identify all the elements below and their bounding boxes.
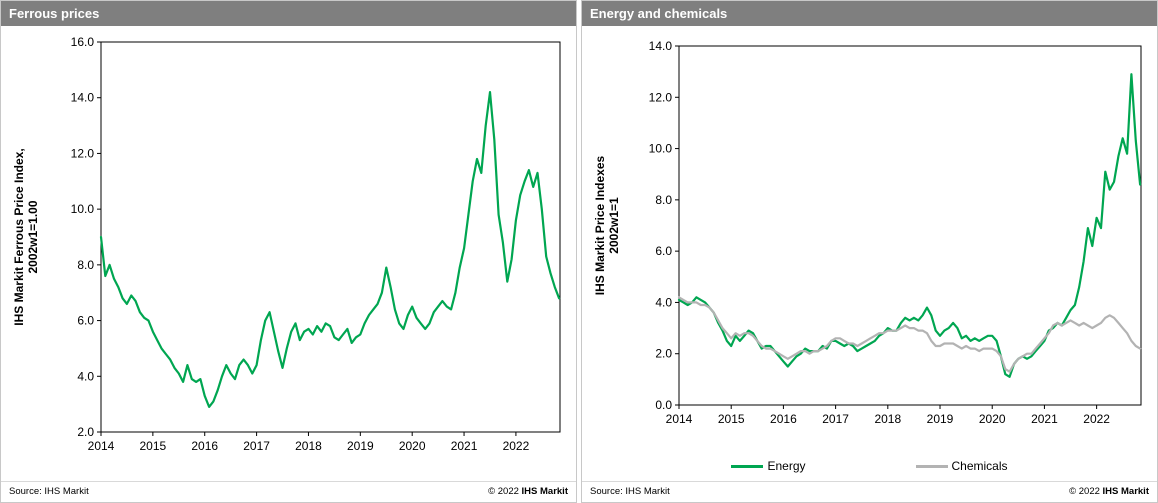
energy-chemicals-chart-svg: 0.0 2.0 4.0 6.0 8.0 10.0 12.0 14.0 2014 2015 2016 2…: [593, 39, 1142, 426]
svg-text:8.0: 8.0: [77, 258, 94, 272]
svg-text:2.0: 2.0: [655, 347, 672, 361]
svg-text:IHS Markit Price Indexes: IHS Markit Price Indexes: [593, 155, 607, 295]
svg-text:2022: 2022: [503, 439, 530, 453]
svg-text:2019: 2019: [347, 439, 374, 453]
svg-text:2002w1=1.00: 2002w1=1.00: [26, 200, 40, 273]
copyright-label: © 2022 IHS Markit: [488, 486, 568, 497]
svg-text:IHS Markit Ferrous Price Index: IHS Markit Ferrous Price Index,: [12, 148, 26, 325]
energy-line-swatch: [731, 464, 764, 468]
copyright-label: © 2022 IHS Markit: [1069, 486, 1149, 497]
svg-text:2015: 2015: [140, 439, 167, 453]
svg-text:2019: 2019: [927, 412, 954, 426]
legend-item-chemicals: Chemicals: [915, 459, 1008, 473]
svg-text:2021: 2021: [451, 439, 478, 453]
svg-text:2014: 2014: [88, 439, 115, 453]
svg-text:2020: 2020: [979, 412, 1006, 426]
svg-text:2016: 2016: [770, 412, 797, 426]
svg-text:2018: 2018: [874, 412, 901, 426]
svg-text:2015: 2015: [718, 412, 745, 426]
ferrous-chart: 2.0 4.0 6.0 8.0 10.0 12.0 14.0 16.0 2014 2015 2016…: [1, 26, 576, 481]
svg-text:4.0: 4.0: [655, 295, 672, 309]
svg-text:14.0: 14.0: [71, 91, 95, 105]
svg-text:2022: 2022: [1083, 412, 1110, 426]
panel-footer-energy-chemicals: Source: IHS Markit © 2022 IHS Markit: [582, 481, 1157, 502]
svg-text:10.0: 10.0: [71, 202, 95, 216]
panel-ferrous: Ferrous prices 2.0 4.0 6.0 8.0 10.0 12.0 14.0 1…: [0, 0, 577, 503]
svg-text:6.0: 6.0: [655, 244, 672, 258]
svg-text:8.0: 8.0: [655, 193, 672, 207]
svg-text:12.0: 12.0: [649, 90, 673, 104]
svg-text:2.0: 2.0: [77, 425, 94, 439]
svg-text:2014: 2014: [666, 412, 693, 426]
svg-text:2020: 2020: [399, 439, 426, 453]
panel-title-energy-chemicals: Energy and chemicals: [582, 1, 1157, 26]
svg-text:6.0: 6.0: [77, 314, 94, 328]
source-label: Source: IHS Markit: [9, 486, 89, 497]
svg-text:2017: 2017: [243, 439, 270, 453]
legend: Energy Chemicals: [582, 451, 1157, 481]
panel-title-ferrous: Ferrous prices: [1, 1, 576, 26]
svg-text:2018: 2018: [295, 439, 322, 453]
svg-text:0.0: 0.0: [655, 398, 672, 412]
panel-footer-ferrous: Source: IHS Markit © 2022 IHS Markit: [1, 481, 576, 502]
svg-text:16.0: 16.0: [71, 35, 95, 49]
energy-chemicals-chart: 0.0 2.0 4.0 6.0 8.0 10.0 12.0 14.0 2014 2015 2016 2…: [582, 26, 1157, 451]
svg-text:4.0: 4.0: [77, 369, 94, 383]
ferrous-chart-svg: 2.0 4.0 6.0 8.0 10.0 12.0 14.0 16.0 2014 2015 2016…: [12, 35, 561, 453]
source-label: Source: IHS Markit: [590, 486, 670, 497]
svg-text:2017: 2017: [822, 412, 849, 426]
panel-energy-chemicals: Energy and chemicals 0.0 2.0 4.0 6.0 8.0 10.0…: [581, 0, 1158, 503]
svg-text:10.0: 10.0: [649, 142, 673, 156]
legend-item-energy: Energy: [731, 459, 806, 473]
svg-text:2002w1=1: 2002w1=1: [607, 197, 621, 254]
svg-text:12.0: 12.0: [71, 146, 95, 160]
svg-text:2016: 2016: [191, 439, 218, 453]
legend-label-chemicals: Chemicals: [951, 459, 1008, 473]
legend-label-energy: Energy: [767, 459, 806, 473]
svg-text:2021: 2021: [1031, 412, 1058, 426]
chemicals-line-swatch: [915, 464, 948, 468]
svg-text:14.0: 14.0: [649, 39, 673, 53]
